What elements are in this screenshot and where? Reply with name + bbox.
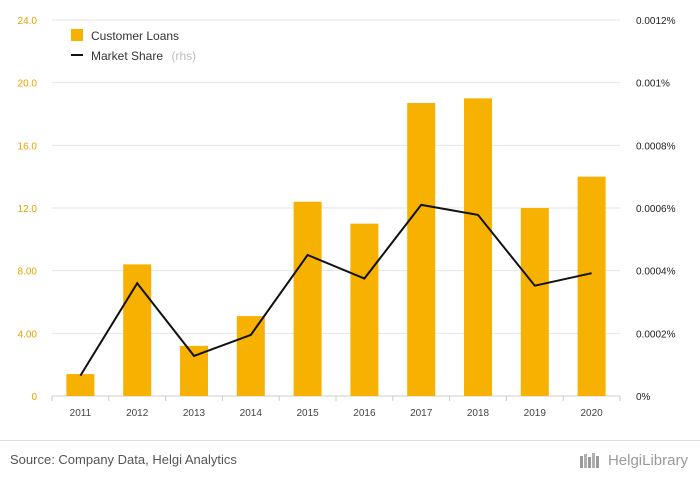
legend: Customer Loans Market Share (rhs) [71,29,196,64]
left-axis-ticks: 0 4.00 8.00 12.0 16.0 20.0 24.0 [18,16,38,403]
bars [66,98,606,397]
footer: Source: Company Data, Helgi Analytics He… [0,440,700,484]
left-tick-label: 12.0 [18,204,38,215]
x-tick-label: 2016 [353,408,376,419]
x-tick-label: 2017 [410,408,433,419]
market-share-line [79,203,592,377]
x-tick-label: 2011 [70,408,92,419]
right-tick-label: 0% [636,392,651,403]
chart: 0 4.00 8.00 12.0 16.0 20.0 24.0 0% 0.0002% 0.000… [18,16,676,419]
bar-customer-loans [464,98,492,396]
left-tick-label: 8.00 [18,267,38,278]
x-axis-ticks: 2011 2012 2013 2014 2015 2016 2017 2018 2019 2020 [51,396,621,419]
x-tick-label: 2018 [467,408,490,419]
x-tick-label: 2020 [580,408,603,419]
x-tick-label: 2012 [126,408,149,419]
legend-label-customer-loans: Customer Loans [91,29,179,43]
bar-customer-loans [577,176,606,396]
left-tick-label: 16.0 [18,141,38,152]
bar-customer-loans [180,345,208,396]
legend-rhs-suffix: (rhs) [171,49,196,63]
right-axis-ticks: 0% 0.0002% 0.0004% 0.0006% 0.0008% 0.001% 0.00… [636,16,676,403]
left-tick-label: 0 [31,392,37,403]
right-tick-label: 0.0004% [636,267,676,278]
bar-customer-loans [123,264,152,396]
right-tick-label: 0.0002% [636,329,676,340]
bar-customer-loans [293,201,322,396]
x-tick-label: 2014 [240,408,263,419]
right-tick-label: 0.0008% [636,141,676,152]
left-tick-label: 4.00 [18,329,38,340]
brand-name: HelgiLibrary [607,451,688,469]
x-tick-label: 2013 [183,408,206,419]
bar-customer-loans [407,103,436,397]
bar-customer-loans [520,208,549,396]
right-tick-label: 0.0012% [636,16,676,27]
x-tick-label: 2019 [524,408,547,419]
library-icon [579,453,599,468]
right-tick-label: 0.0006% [636,204,676,215]
legend-market-share-text: Market Share [91,49,163,63]
bar-customer-loans [350,223,379,396]
brand-logo: HelgiLibrary [579,451,688,469]
right-tick-label: 0.001% [636,79,670,90]
bar-customer-loans [236,316,265,396]
bar-customer-loans [66,374,95,396]
x-tick-label: 2015 [296,408,319,419]
left-tick-label: 20.0 [18,79,38,90]
legend-label-market-share: Market Share (rhs) [91,47,196,64]
source-text: Source: Company Data, Helgi Analytics [10,452,237,467]
legend-swatch-customer-loans [71,29,83,41]
left-tick-label: 24.0 [18,16,38,27]
